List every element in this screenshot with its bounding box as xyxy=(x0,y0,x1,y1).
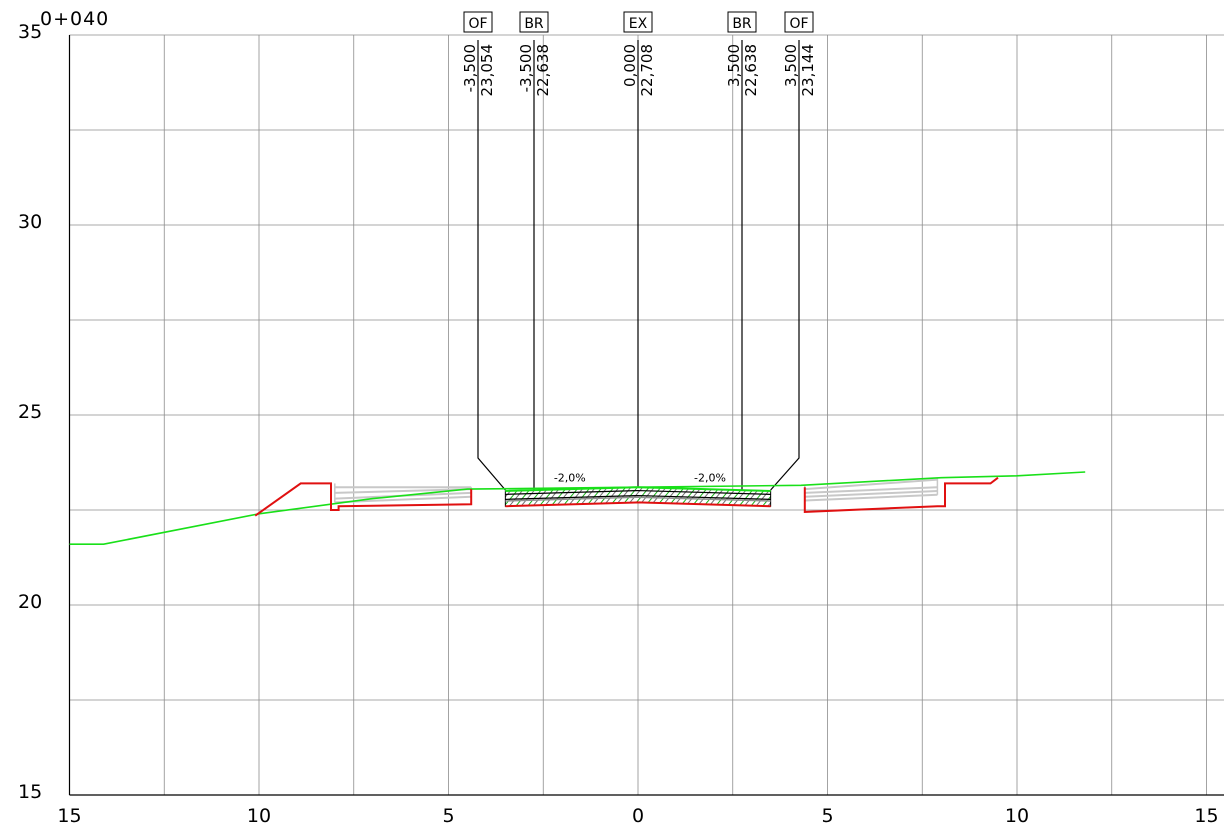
point-elevation-label: 22,638 xyxy=(534,44,552,97)
slope-label: -2,0% xyxy=(554,472,586,485)
y-tick-label: 35 xyxy=(18,21,42,43)
subgrade-layer-line xyxy=(804,486,938,494)
point-offset-label: 0,000 xyxy=(621,44,639,87)
pavement-bottom-line xyxy=(505,501,771,508)
design-profile-right xyxy=(803,476,999,513)
x-tick-label: 0 xyxy=(632,805,644,827)
point-code-box xyxy=(463,11,493,33)
point-leaders xyxy=(477,40,800,491)
point-code-box xyxy=(727,11,757,33)
design-profile-left xyxy=(254,482,473,517)
point-elevation-label: 22,638 xyxy=(742,44,760,97)
subgrade-layer-line xyxy=(804,478,938,491)
point-code-box xyxy=(519,11,549,33)
y-tick-label: 30 xyxy=(18,211,42,233)
leader-line xyxy=(770,40,800,491)
subgrade-layer-line xyxy=(804,493,938,502)
grid xyxy=(68,34,1224,796)
x-tick-label: 10 xyxy=(1005,805,1029,827)
point-code-label: OF xyxy=(468,16,487,32)
profiles xyxy=(69,471,1086,546)
subgrade-layer-line xyxy=(804,490,938,498)
leader-line xyxy=(477,40,506,491)
point-code-box xyxy=(784,11,814,33)
x-tick-label: 10 xyxy=(247,805,271,827)
point-code-box xyxy=(623,11,653,33)
subgrade-layer-line xyxy=(334,488,472,494)
pavement-structure: -2,0% -2,0% xyxy=(504,472,772,508)
point-offset-label: -3,500 xyxy=(517,44,535,92)
y-tick-label: 15 xyxy=(18,781,42,803)
x-tick-label: 15 xyxy=(1194,805,1218,827)
point-elevation-label: 23,054 xyxy=(478,44,496,97)
existing-ground-line xyxy=(69,471,1086,546)
x-tick-label: 5 xyxy=(442,805,454,827)
point-elevation-label: 22,708 xyxy=(638,44,656,97)
point-offset-label: -3,500 xyxy=(461,44,479,92)
point-elevation-label: 23,144 xyxy=(799,44,817,97)
pavement-layer-line xyxy=(505,489,771,495)
slope-label: -2,0% xyxy=(694,472,726,485)
pavement-base-line xyxy=(505,496,771,502)
x-tick-label: 5 xyxy=(821,805,833,827)
subgrade-layer-line xyxy=(334,495,472,504)
point-offset-label: 3,500 xyxy=(725,44,743,87)
x-tick-label: 15 xyxy=(57,805,81,827)
y-tick-label: 25 xyxy=(18,401,42,423)
pavement-layer-line xyxy=(505,494,771,500)
axis-labels: 15 10 5 0 5 10 15 35 30 25 20 15 xyxy=(18,21,1219,827)
point-code-label: BR xyxy=(524,16,544,32)
point-offset-label: 3,500 xyxy=(782,44,800,87)
point-code-label: BR xyxy=(732,16,752,32)
point-code-label: EX xyxy=(629,16,648,32)
station-label: 0+040 xyxy=(40,8,110,30)
y-tick-label: 20 xyxy=(18,591,42,613)
point-code-label: OF xyxy=(789,16,808,32)
